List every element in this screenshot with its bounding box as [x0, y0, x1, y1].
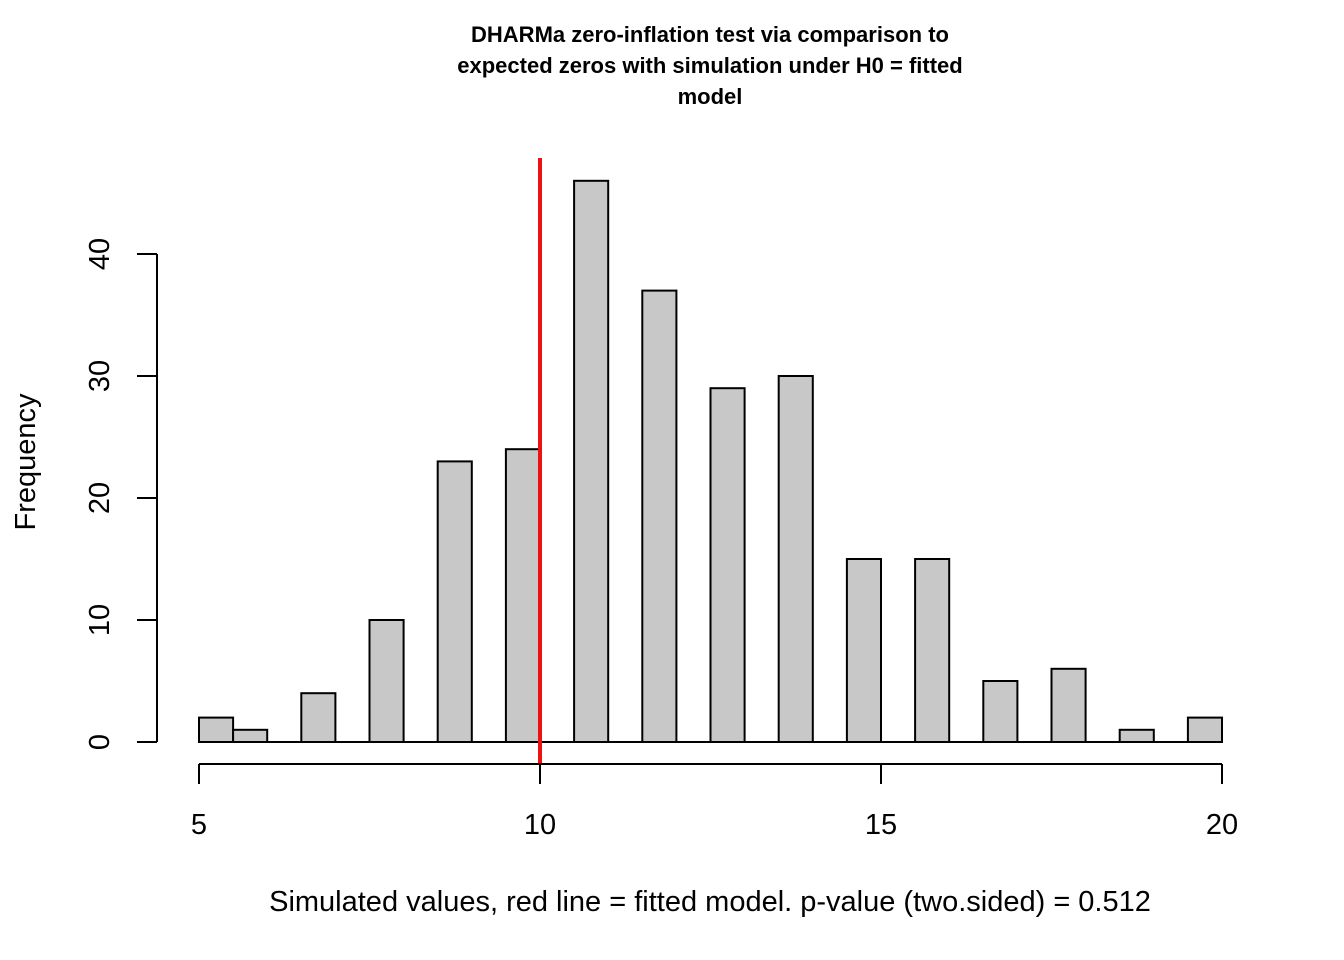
y-tick-label: 20: [84, 482, 116, 514]
histogram-bar: [1118, 728, 1155, 743]
histogram-bar: [504, 448, 541, 743]
histogram-bar: [1186, 716, 1224, 743]
histogram-bar: [232, 728, 269, 743]
histogram-bar: [436, 460, 473, 743]
chart-title-line-2: expected zeros with simulation under H0 …: [457, 53, 962, 78]
histogram-bar: [300, 692, 337, 744]
y-tick-label: 30: [84, 360, 116, 392]
x-tick-label: 10: [524, 809, 556, 841]
chart-title: DHARMa zero-inflation test via compariso…: [457, 22, 962, 109]
y-axis: 0 10 20 30 40: [84, 238, 158, 750]
histogram-bar: [368, 619, 405, 743]
histogram-bar: [777, 375, 814, 743]
histogram-bar: [198, 716, 235, 743]
x-axis: 5 10 15 20: [191, 763, 1238, 841]
chart-title-line-1: DHARMa zero-inflation test via compariso…: [471, 22, 949, 47]
y-tick-label: 10: [84, 604, 116, 636]
y-tick-label: 0: [84, 734, 116, 750]
histogram-bar: [845, 558, 883, 743]
x-tick-label: 5: [191, 809, 207, 841]
chart-title-line-3: model: [678, 84, 743, 109]
histogram-bar: [641, 289, 678, 743]
histogram-bar: [982, 680, 1019, 743]
histogram-bar: [709, 387, 746, 743]
histogram-bar: [914, 558, 951, 743]
x-tick-label: 15: [865, 809, 897, 841]
histogram-bar: [573, 179, 610, 744]
x-tick-label: 20: [1206, 809, 1238, 841]
histogram-bars: [198, 179, 1224, 744]
histogram-bar: [1050, 667, 1087, 743]
y-tick-label: 40: [84, 238, 116, 270]
y-axis-label: Frequency: [10, 393, 42, 531]
x-axis-label: Simulated values, red line = fitted mode…: [269, 886, 1151, 918]
